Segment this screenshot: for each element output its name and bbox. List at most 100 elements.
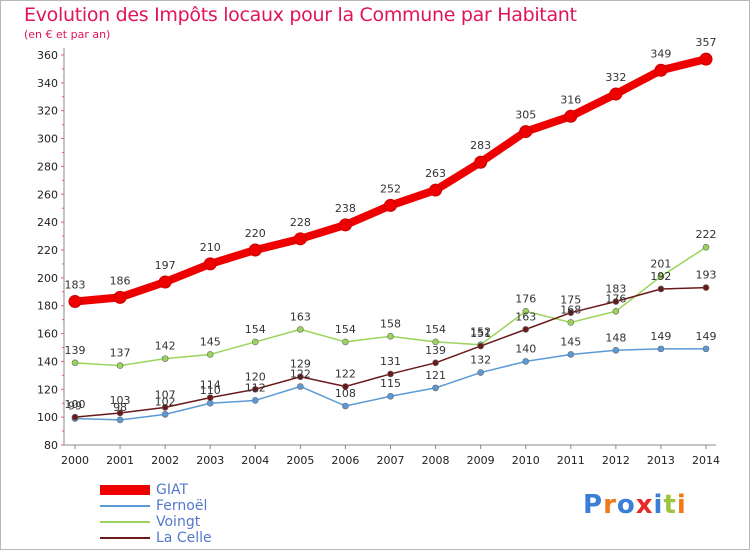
x-tick-label: 2004	[241, 454, 269, 467]
legend-swatch	[100, 505, 150, 507]
data-point	[71, 359, 79, 367]
logo-letter: P	[583, 490, 604, 520]
data-point	[251, 385, 259, 393]
data-label: 192	[650, 270, 671, 283]
data-label: 115	[380, 377, 401, 390]
data-point	[206, 351, 214, 358]
data-point	[387, 333, 394, 340]
x-tick-label: 2011	[557, 454, 585, 467]
chart-title: Evolution des Impôts locaux pour la Comm…	[24, 4, 577, 26]
data-point	[522, 358, 530, 365]
data-point	[116, 409, 124, 417]
data-label: 283	[470, 139, 491, 152]
y-tick-label: 200	[37, 272, 58, 285]
data-point	[702, 345, 710, 353]
data-label: 197	[155, 259, 176, 272]
data-label: 121	[425, 369, 446, 382]
data-label: 183	[65, 279, 86, 292]
data-point	[702, 243, 710, 251]
x-tick-label: 2014	[692, 454, 720, 467]
data-point	[338, 218, 352, 232]
data-label: 149	[696, 330, 717, 343]
data-label: 140	[515, 342, 536, 355]
y-tick-label: 120	[37, 383, 58, 396]
data-label: 120	[245, 370, 266, 383]
legend-label: La Celle	[156, 530, 212, 546]
y-tick-label: 280	[37, 160, 58, 173]
x-tick-label: 2006	[331, 454, 359, 467]
data-point	[657, 273, 665, 280]
data-label: 122	[290, 367, 311, 380]
data-point	[567, 309, 575, 316]
data-point	[342, 338, 349, 346]
y-tick-label: 140	[37, 355, 58, 368]
data-point	[429, 183, 443, 197]
data-label: 151	[470, 327, 491, 340]
data-point	[477, 369, 484, 376]
logo-letter: r	[603, 490, 617, 520]
data-point	[203, 257, 217, 271]
data-label: 107	[155, 388, 176, 401]
data-label: 142	[155, 340, 176, 353]
data-label: 99	[68, 400, 82, 413]
x-tick-label: 2013	[647, 454, 675, 467]
data-point	[564, 109, 578, 123]
data-point	[387, 392, 394, 400]
data-point	[432, 359, 439, 367]
data-point	[567, 351, 575, 358]
proxiti-logo: Proxiti	[583, 490, 687, 520]
logo-letter: i	[653, 490, 664, 520]
data-label: 122	[335, 367, 356, 380]
x-tick-label: 2012	[602, 454, 630, 467]
data-point	[654, 63, 668, 77]
data-point	[522, 326, 530, 333]
data-point	[297, 383, 304, 390]
data-label: 176	[605, 292, 626, 305]
y-tick-label: 80	[44, 439, 58, 452]
y-tick-label: 260	[37, 188, 58, 201]
data-label: 139	[425, 344, 446, 357]
data-label: 102	[155, 395, 176, 408]
data-label: 210	[200, 241, 221, 254]
data-label: 145	[200, 335, 221, 348]
data-point	[522, 307, 530, 315]
data-point	[251, 338, 259, 346]
data-point	[387, 370, 394, 378]
data-point	[612, 298, 620, 305]
data-label: 154	[335, 323, 356, 336]
data-label: 163	[515, 310, 536, 323]
data-point	[68, 295, 82, 309]
data-label: 201	[650, 257, 671, 270]
data-label: 349	[650, 47, 671, 60]
x-tick-label: 2009	[467, 454, 495, 467]
data-label: 103	[110, 394, 131, 407]
y-tick-label: 300	[37, 133, 58, 146]
data-point	[116, 416, 124, 424]
legend-swatch	[100, 485, 150, 495]
y-tick-label: 160	[37, 328, 58, 341]
y-tick-label: 220	[37, 244, 58, 257]
logo-letter: i	[676, 490, 687, 520]
data-point	[519, 125, 533, 139]
data-label: 176	[515, 292, 536, 305]
data-label: 332	[605, 71, 626, 84]
legend-swatch	[100, 537, 150, 539]
data-label: 252	[380, 182, 401, 195]
data-point	[248, 243, 262, 257]
data-point	[161, 355, 169, 362]
data-label: 152	[470, 326, 491, 339]
data-point	[657, 285, 665, 293]
x-tick-label: 2007	[377, 454, 405, 467]
data-label: 220	[245, 227, 266, 240]
data-point	[612, 346, 620, 354]
y-tick-label: 360	[37, 49, 58, 62]
y-tick-label: 320	[37, 105, 58, 118]
data-label: 175	[560, 294, 581, 307]
y-tick-label: 340	[37, 77, 58, 90]
data-label: 228	[290, 216, 311, 229]
data-point	[297, 326, 304, 333]
data-label: 186	[110, 274, 131, 287]
data-label: 158	[380, 317, 401, 330]
data-point	[71, 413, 79, 421]
data-label: 316	[560, 93, 581, 106]
